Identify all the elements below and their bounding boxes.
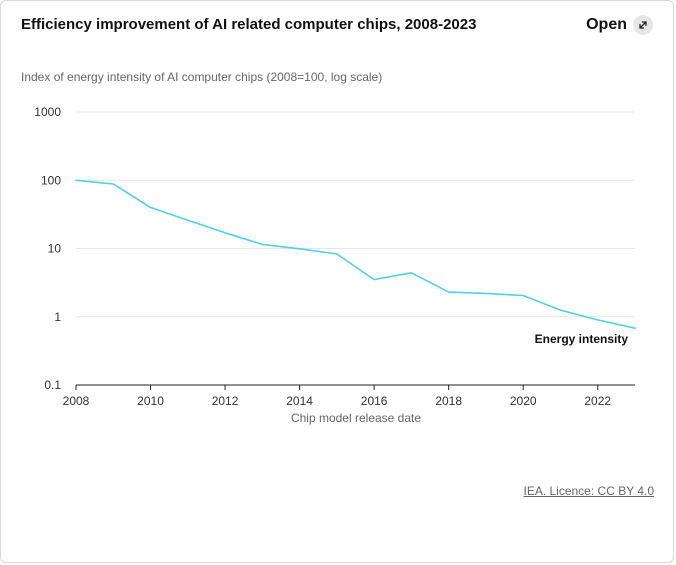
expand-icon xyxy=(633,15,653,35)
chart-svg: 0.1 1 10 100 1000 2008 2010 2012 2014 2016 2018 202… xyxy=(34,105,636,425)
x-tick-label: 2022 xyxy=(584,394,611,408)
chart-title: Efficiency improvement of AI related com… xyxy=(21,16,477,33)
y-tick-label: 1 xyxy=(54,310,61,324)
open-button-label: Open xyxy=(586,16,627,33)
open-button[interactable]: Open xyxy=(586,15,653,35)
x-tick-label: 2008 xyxy=(63,394,90,408)
y-tick-label: 1000 xyxy=(34,105,61,119)
y-tick-label: 0.1 xyxy=(44,378,61,392)
y-tick-label: 100 xyxy=(41,173,61,187)
series-label-energy-intensity: Energy intensity xyxy=(535,332,629,346)
chart-subtitle: Index of energy intensity of AI computer… xyxy=(21,70,383,84)
y-tick-label: 10 xyxy=(48,242,62,256)
x-tick-label: 2016 xyxy=(361,394,388,408)
x-axis-title: Chip model release date xyxy=(291,411,421,425)
x-tick-label: 2010 xyxy=(137,394,164,408)
series-line-energy-intensity xyxy=(75,179,636,330)
x-tick-label: 2012 xyxy=(212,394,239,408)
x-tick-label: 2018 xyxy=(435,394,462,408)
x-tick-label: 2020 xyxy=(510,394,537,408)
source-link[interactable]: IEA. Licence: CC BY 4.0 xyxy=(523,484,654,498)
x-tick-label: 2014 xyxy=(286,394,313,408)
